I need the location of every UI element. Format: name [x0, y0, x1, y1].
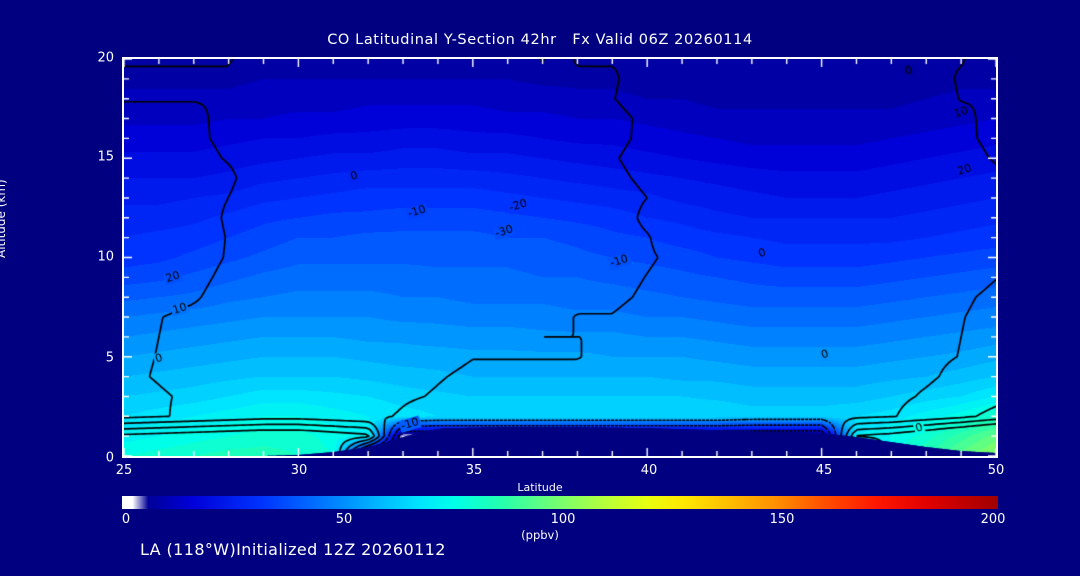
colorbar-tick-50: 50: [335, 512, 353, 527]
co-cross-section-heatmap: [124, 59, 996, 456]
x-tick-30: 30: [290, 463, 308, 478]
plot-frame: [122, 57, 998, 458]
y-axis-label: Altitude (km): [0, 179, 8, 258]
y-tick-5: 5: [105, 350, 114, 366]
initialization-caption: LA (118°W)Initialized 12Z 20260112: [140, 540, 446, 559]
y-tick-20: 20: [97, 50, 114, 66]
y-tick-10: 10: [97, 249, 114, 265]
y-tick-0: 0: [105, 450, 114, 466]
colorbar-tick-0: 0: [121, 512, 131, 527]
x-tick-25: 25: [115, 463, 133, 478]
x-tick-40: 40: [640, 463, 658, 478]
page-title: CO Latitudinal Y-Section 42hr Fx Valid 0…: [327, 32, 753, 48]
colorbar-tick-150: 150: [769, 512, 795, 527]
x-tick-45: 45: [815, 463, 833, 478]
colorbar-tick-100: 100: [550, 512, 576, 527]
colorbar: [122, 496, 998, 509]
colorbar-gradient: [122, 496, 998, 509]
y-tick-15: 15: [97, 149, 114, 165]
colorbar-unit-label: (ppbv): [521, 528, 559, 542]
colorbar-tick-200: 200: [980, 512, 1006, 527]
x-tick-50: 50: [987, 463, 1005, 478]
x-tick-35: 35: [465, 463, 483, 478]
x-axis-label: Latitude: [517, 481, 563, 494]
